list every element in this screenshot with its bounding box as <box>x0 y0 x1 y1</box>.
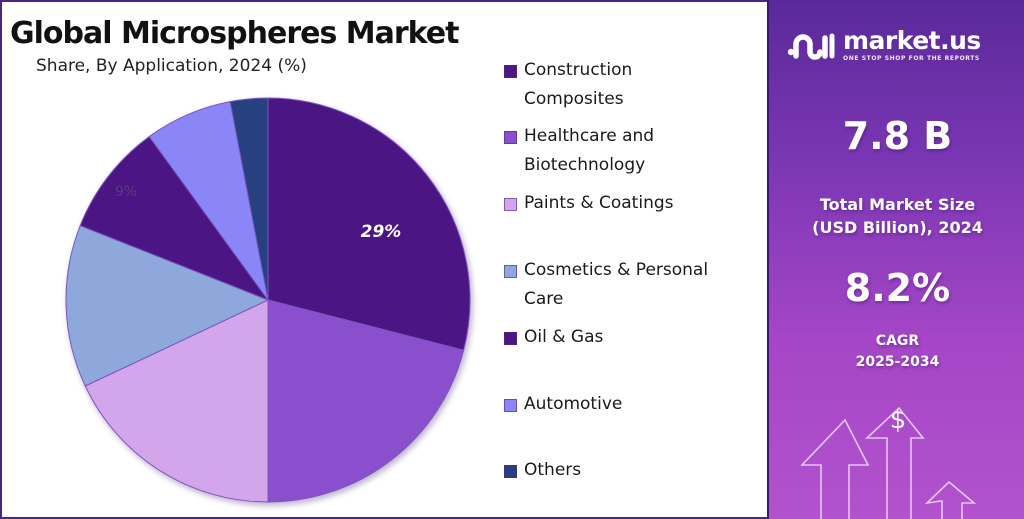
legend-swatch <box>504 198 517 211</box>
growth-arrows-icon: $ <box>800 405 977 519</box>
summary-panel: market.us ONE STOP SHOP FOR THE REPORTS … <box>767 0 1024 519</box>
legend-item-healthcare-biotechnology: Healthcare and Biotechnology <box>504 126 684 180</box>
slice-label-construction: 29% <box>361 222 402 242</box>
pie-slice-others <box>229 97 269 301</box>
legend-label: Construction Composites <box>524 60 633 109</box>
pie-slice-construction-composites <box>267 97 471 351</box>
legend-swatch <box>504 332 517 345</box>
chart-title: Global Microspheres Market <box>10 16 459 51</box>
pie-slice-paints-coatings <box>84 299 269 503</box>
cagr-label: CAGR <box>875 333 920 349</box>
chart-subtitle: Share, By Application, 2024 (%) <box>36 56 307 76</box>
legend-label: Others <box>524 460 582 480</box>
pie-chart: 29% 9% <box>65 97 471 503</box>
brand-name: market.us <box>843 26 981 55</box>
legend-swatch <box>504 399 517 412</box>
legend-label: Paints & Coatings <box>524 193 674 213</box>
legend-item-construction-composites: Construction Composites <box>504 60 664 114</box>
market-size-value: 7.8 B <box>842 114 953 158</box>
legend-label: Automotive <box>524 394 623 414</box>
legend-swatch <box>504 265 517 278</box>
legend-swatch <box>504 131 517 144</box>
market-us-logo-icon <box>787 33 835 60</box>
pie-chart-svg: 29% 9% <box>65 97 471 503</box>
brand-tagline: ONE STOP SHOP FOR THE REPORTS <box>843 55 980 62</box>
pie-slice-oil-gas <box>79 135 270 302</box>
legend-label: Healthcare and Biotechnology <box>524 126 655 175</box>
legend-label: Oil & Gas <box>524 327 604 347</box>
legend-item-others: Others <box>504 460 754 485</box>
market-size-label-line1: Total Market Size <box>819 195 976 214</box>
legend-item-cosmetics-personal-care: Cosmetics & Personal Care <box>504 260 749 314</box>
cagr-period: 2025-2034 <box>855 354 940 370</box>
slice-label-oil-gas: 9% <box>115 184 137 200</box>
legend-swatch <box>504 65 517 78</box>
pie-slice-cosmetics-personal-care <box>65 224 270 387</box>
pie-slice-healthcare-and-biotechnology <box>267 299 465 503</box>
market-size-label-line2: (USD Billion), 2024 <box>812 218 983 237</box>
legend-item-automotive: Automotive <box>504 394 754 419</box>
brand-logo-block[interactable]: market.us ONE STOP SHOP FOR THE REPORTS <box>787 28 981 62</box>
legend-swatch <box>504 465 517 478</box>
legend-item-paints-coatings: Paints & Coatings <box>504 193 754 218</box>
legend-label: Cosmetics & Personal Care <box>524 260 709 309</box>
legend-item-oil-gas: Oil & Gas <box>504 327 754 352</box>
cagr-value: 8.2% <box>844 266 951 310</box>
